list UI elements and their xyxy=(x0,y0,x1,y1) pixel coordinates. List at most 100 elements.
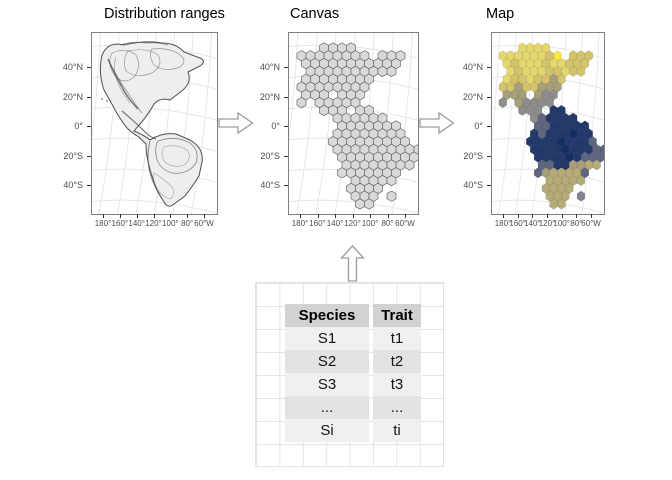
y-axis-label-distribution-ranges: 40°S xyxy=(63,180,83,190)
americas-outline xyxy=(99,41,204,207)
y-axis-tick-distribution-ranges xyxy=(86,126,91,127)
x-axis-tick-distribution-ranges xyxy=(204,214,205,218)
y-axis-tick-distribution-ranges xyxy=(86,67,91,68)
table-cell: t2 xyxy=(373,350,421,373)
x-axis-tick-map xyxy=(561,214,563,218)
y-axis-tick-canvas xyxy=(283,185,288,186)
y-axis-tick-distribution-ranges xyxy=(86,185,91,186)
x-axis-tick-canvas xyxy=(300,214,301,218)
y-axis-tick-map xyxy=(486,67,491,68)
x-axis-label-canvas: 80° xyxy=(381,219,394,228)
x-axis-label-distribution-ranges: 120° xyxy=(145,219,162,228)
x-axis-label-canvas: 120° xyxy=(344,219,361,228)
x-axis-tick-map xyxy=(517,214,519,218)
y-axis-label-map: 0° xyxy=(474,121,483,131)
panel-canvas xyxy=(288,32,419,215)
y-axis-tick-canvas xyxy=(283,67,288,68)
x-axis-label-canvas: 160° xyxy=(309,219,326,228)
table-header-cell: Trait xyxy=(373,304,421,327)
y-axis-tick-distribution-ranges xyxy=(86,155,91,157)
x-axis-label-map: 100° xyxy=(553,219,570,228)
table-cell: S2 xyxy=(285,350,369,373)
x-axis-label-map: 120° xyxy=(538,219,556,228)
table-cell: ... xyxy=(373,396,421,419)
y-axis-label-distribution-ranges: 40°N xyxy=(62,62,83,72)
species-column: Species S1 S2 S3... Si xyxy=(285,304,369,442)
table-cell: t1 xyxy=(373,327,421,350)
x-axis-label-canvas: 180° xyxy=(291,219,309,228)
panel-title-distribution-ranges: Distribution ranges xyxy=(104,6,225,22)
x-axis-tick-distribution-ranges xyxy=(119,214,121,218)
y-axis-label-map: 20°S xyxy=(463,150,483,161)
y-axis-label-map: 20°N xyxy=(462,91,483,102)
table-cell: Si xyxy=(285,419,369,442)
y-axis-label-canvas: 20°N xyxy=(259,91,280,102)
x-axis-tick-map xyxy=(591,214,592,218)
y-axis-label-canvas: 40°S xyxy=(260,180,280,190)
flow-arrow-right-icon-1 xyxy=(218,111,254,135)
y-axis-tick-canvas xyxy=(283,126,288,127)
x-axis-tick-map xyxy=(576,214,578,218)
y-axis-label-distribution-ranges: 0° xyxy=(74,121,83,131)
x-axis-tick-map xyxy=(547,214,548,218)
x-axis-label-map: 60°W xyxy=(581,219,601,228)
table-header-cell: Species xyxy=(285,304,369,327)
x-axis-tick-canvas xyxy=(352,214,354,218)
canvas-hexgrid-figure xyxy=(289,33,418,214)
y-axis-tick-canvas xyxy=(283,96,288,98)
y-axis-tick-map xyxy=(486,126,491,127)
y-axis-tick-distribution-ranges xyxy=(86,96,91,98)
panel-title-canvas: Canvas xyxy=(290,6,340,22)
table-cell: S1 xyxy=(285,327,369,350)
x-axis-label-distribution-ranges: 160° xyxy=(111,219,129,228)
x-axis-label-map: 180° xyxy=(494,219,512,228)
range-map-figure xyxy=(92,33,217,214)
x-axis-label-distribution-ranges: 60°W xyxy=(194,219,214,228)
y-axis-tick-map xyxy=(486,185,491,186)
trait-column: Trait t1 t2 t3... ti xyxy=(373,304,421,442)
y-axis-tick-map xyxy=(486,96,491,98)
y-axis-label-canvas: 0° xyxy=(271,121,280,131)
x-axis-label-map: 80° xyxy=(570,219,583,228)
x-axis-tick-distribution-ranges xyxy=(136,214,138,218)
y-axis-label-map: 40°S xyxy=(463,180,483,190)
canvas-hexagons xyxy=(296,42,418,210)
x-axis-tick-map xyxy=(532,214,534,218)
y-axis-tick-map xyxy=(486,155,491,157)
y-axis-label-distribution-ranges: 20°S xyxy=(63,150,83,161)
x-axis-label-distribution-ranges: 80° xyxy=(181,219,194,228)
trait-hexagons xyxy=(498,42,604,210)
x-axis-tick-distribution-ranges xyxy=(103,214,104,218)
panel-distribution-ranges xyxy=(91,32,218,215)
flow-arrow-up-icon xyxy=(340,245,365,282)
x-axis-label-distribution-ranges: 100° xyxy=(162,219,179,228)
x-axis-tick-map xyxy=(503,214,504,218)
x-axis-label-canvas: 60°W xyxy=(395,219,415,228)
y-axis-label-canvas: 20°S xyxy=(260,150,280,161)
table-cell: t3 xyxy=(373,373,421,396)
y-axis-tick-canvas xyxy=(283,155,288,157)
x-axis-label-map: 140° xyxy=(524,219,541,228)
species-trait-table: Species S1 S2 S3... Si Trait t1 t2 t3... ti xyxy=(285,304,421,442)
y-axis-label-distribution-ranges: 20°N xyxy=(62,91,83,102)
x-axis-tick-distribution-ranges xyxy=(170,214,172,218)
x-axis-tick-canvas xyxy=(335,214,336,218)
table-cell: S3 xyxy=(285,373,369,396)
flow-arrow-right-icon-2 xyxy=(419,111,455,135)
x-axis-tick-distribution-ranges xyxy=(153,214,155,218)
table-cell: ... xyxy=(285,396,369,419)
trait-hexmap-figure xyxy=(492,33,604,214)
x-axis-label-canvas: 100° xyxy=(361,219,379,228)
x-axis-tick-distribution-ranges xyxy=(187,214,189,218)
panel-trait-map xyxy=(491,32,605,215)
table-cell: ti xyxy=(373,419,421,442)
x-axis-label-distribution-ranges: 140° xyxy=(128,219,145,228)
species-range-outlines xyxy=(101,41,198,200)
x-axis-tick-canvas xyxy=(387,214,389,218)
y-axis-label-map: 40°N xyxy=(462,62,483,72)
panel-title-map: Map xyxy=(486,6,515,22)
x-axis-label-distribution-ranges: 180° xyxy=(94,219,112,228)
x-axis-label-canvas: 140° xyxy=(326,219,344,228)
x-axis-tick-canvas xyxy=(317,214,319,218)
